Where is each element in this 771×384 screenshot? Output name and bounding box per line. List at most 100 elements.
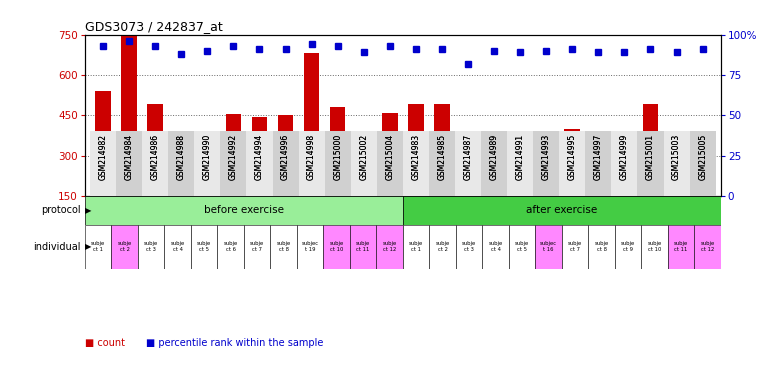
Text: GSM214983: GSM214983: [412, 134, 420, 180]
Bar: [429, 225, 456, 269]
Bar: [85, 196, 402, 225]
Text: subje
ct 7: subje ct 7: [250, 241, 264, 252]
Bar: [278, 115, 293, 236]
Bar: [304, 53, 319, 236]
Text: GSM214992: GSM214992: [229, 134, 238, 180]
Bar: [641, 225, 668, 269]
Bar: [330, 107, 345, 236]
Bar: [173, 153, 189, 236]
Text: GSM214986: GSM214986: [150, 134, 160, 180]
Text: GSM215002: GSM215002: [359, 134, 369, 180]
Bar: [481, 131, 507, 196]
Text: GDS3073 / 242837_at: GDS3073 / 242837_at: [85, 20, 223, 33]
Bar: [297, 225, 323, 269]
Bar: [200, 131, 215, 236]
Bar: [351, 131, 377, 196]
Text: protocol: protocol: [42, 205, 81, 215]
Bar: [376, 225, 402, 269]
Bar: [564, 129, 580, 236]
Text: subje
ct 11: subje ct 11: [356, 241, 370, 252]
Text: GSM215000: GSM215000: [333, 134, 342, 180]
Text: ■ percentile rank within the sample: ■ percentile rank within the sample: [146, 338, 324, 348]
Bar: [247, 131, 272, 196]
Text: GSM215005: GSM215005: [698, 134, 707, 180]
Text: subje
ct 1: subje ct 1: [409, 241, 423, 252]
Bar: [111, 225, 138, 269]
Bar: [85, 225, 111, 269]
Bar: [402, 196, 721, 225]
Text: subjec
t 19: subjec t 19: [301, 241, 318, 252]
Bar: [664, 131, 689, 196]
Bar: [164, 225, 191, 269]
Text: GSM215003: GSM215003: [672, 134, 681, 180]
Text: GSM214998: GSM214998: [307, 134, 316, 180]
Text: GSM214986: GSM214986: [150, 134, 160, 180]
Bar: [147, 104, 163, 236]
Text: GSM214999: GSM214999: [620, 134, 629, 180]
Bar: [116, 131, 142, 196]
Text: subje
ct 2: subje ct 2: [436, 241, 449, 252]
Text: GSM214985: GSM214985: [437, 134, 446, 180]
Bar: [456, 225, 483, 269]
Bar: [483, 225, 509, 269]
Bar: [271, 225, 297, 269]
Bar: [121, 36, 137, 236]
Text: GSM214993: GSM214993: [542, 134, 550, 180]
Bar: [221, 131, 247, 196]
Text: GSM214990: GSM214990: [203, 134, 212, 180]
Text: subje
ct 4: subje ct 4: [170, 241, 185, 252]
Bar: [429, 131, 455, 196]
Bar: [298, 131, 325, 196]
Text: GSM214996: GSM214996: [281, 134, 290, 180]
Text: GSM214998: GSM214998: [307, 134, 316, 180]
Text: subje
ct 3: subje ct 3: [144, 241, 158, 252]
Text: GSM214992: GSM214992: [229, 134, 238, 180]
Bar: [695, 225, 721, 269]
Bar: [535, 225, 562, 269]
Text: GSM214995: GSM214995: [567, 134, 577, 180]
Text: ▶: ▶: [85, 206, 91, 215]
Text: GSM214988: GSM214988: [177, 134, 186, 180]
Text: GSM214987: GSM214987: [463, 134, 473, 180]
Bar: [408, 104, 424, 236]
Bar: [90, 131, 116, 196]
Text: subje
ct 8: subje ct 8: [277, 241, 291, 252]
Bar: [507, 131, 534, 196]
Bar: [194, 131, 221, 196]
Text: GSM215000: GSM215000: [333, 134, 342, 180]
Text: subjec
t 16: subjec t 16: [540, 241, 557, 252]
Text: GSM214994: GSM214994: [255, 134, 264, 180]
Text: subje
ct 5: subje ct 5: [515, 241, 529, 252]
Text: GSM214984: GSM214984: [125, 134, 133, 180]
Bar: [487, 137, 502, 236]
Bar: [562, 225, 588, 269]
Text: GSM215001: GSM215001: [646, 134, 655, 180]
Bar: [402, 225, 429, 269]
Text: subje
ct 5: subje ct 5: [197, 241, 211, 252]
Bar: [251, 117, 268, 236]
Bar: [689, 131, 715, 196]
Text: GSM214999: GSM214999: [620, 134, 629, 180]
Text: GSM214988: GSM214988: [177, 134, 186, 180]
Text: GSM214990: GSM214990: [203, 134, 212, 180]
Bar: [325, 131, 351, 196]
Text: subje
ct 6: subje ct 6: [224, 241, 237, 252]
Bar: [638, 131, 664, 196]
Text: GSM215001: GSM215001: [646, 134, 655, 180]
Text: GSM214989: GSM214989: [490, 134, 499, 180]
Bar: [668, 225, 695, 269]
Text: before exercise: before exercise: [204, 205, 284, 215]
Text: subje
ct 3: subje ct 3: [462, 241, 476, 252]
Bar: [455, 131, 481, 196]
Text: subje
ct 7: subje ct 7: [568, 241, 582, 252]
Text: GSM214982: GSM214982: [99, 134, 108, 180]
Text: GSM214984: GSM214984: [125, 134, 133, 180]
Bar: [585, 131, 611, 196]
Bar: [190, 225, 217, 269]
Bar: [509, 225, 535, 269]
Text: GSM215004: GSM215004: [386, 134, 394, 180]
Text: GSM214991: GSM214991: [516, 134, 524, 180]
Bar: [142, 131, 168, 196]
Text: subje
ct 12: subje ct 12: [382, 241, 397, 252]
Bar: [323, 225, 350, 269]
